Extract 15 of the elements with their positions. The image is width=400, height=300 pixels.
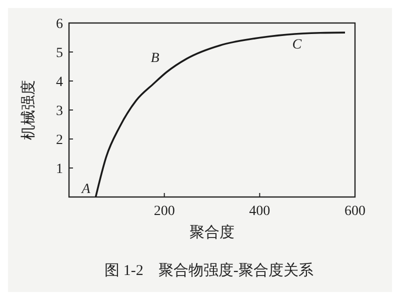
x-axis-title: 聚合度 xyxy=(190,224,234,241)
y-tick-label: 4 xyxy=(56,74,63,90)
y-tick-label: 1 xyxy=(56,162,63,177)
y-tick-label: 3 xyxy=(56,104,63,119)
annotation: B xyxy=(150,51,160,66)
annotation: A xyxy=(80,182,91,197)
x-tick-label: 400 xyxy=(249,204,270,219)
y-axis-title: 机械强度 xyxy=(20,80,37,140)
x-tick-label: 600 xyxy=(344,204,366,219)
text: 图 1-2 聚合物强度-聚合度关系 xyxy=(104,262,314,279)
x-tick-label: 200 xyxy=(154,204,175,219)
annotation: C xyxy=(292,38,302,53)
y-tick-label: 6 xyxy=(56,16,63,32)
y-tick-label: 2 xyxy=(56,132,63,148)
y-tick-label: 5 xyxy=(56,46,63,61)
